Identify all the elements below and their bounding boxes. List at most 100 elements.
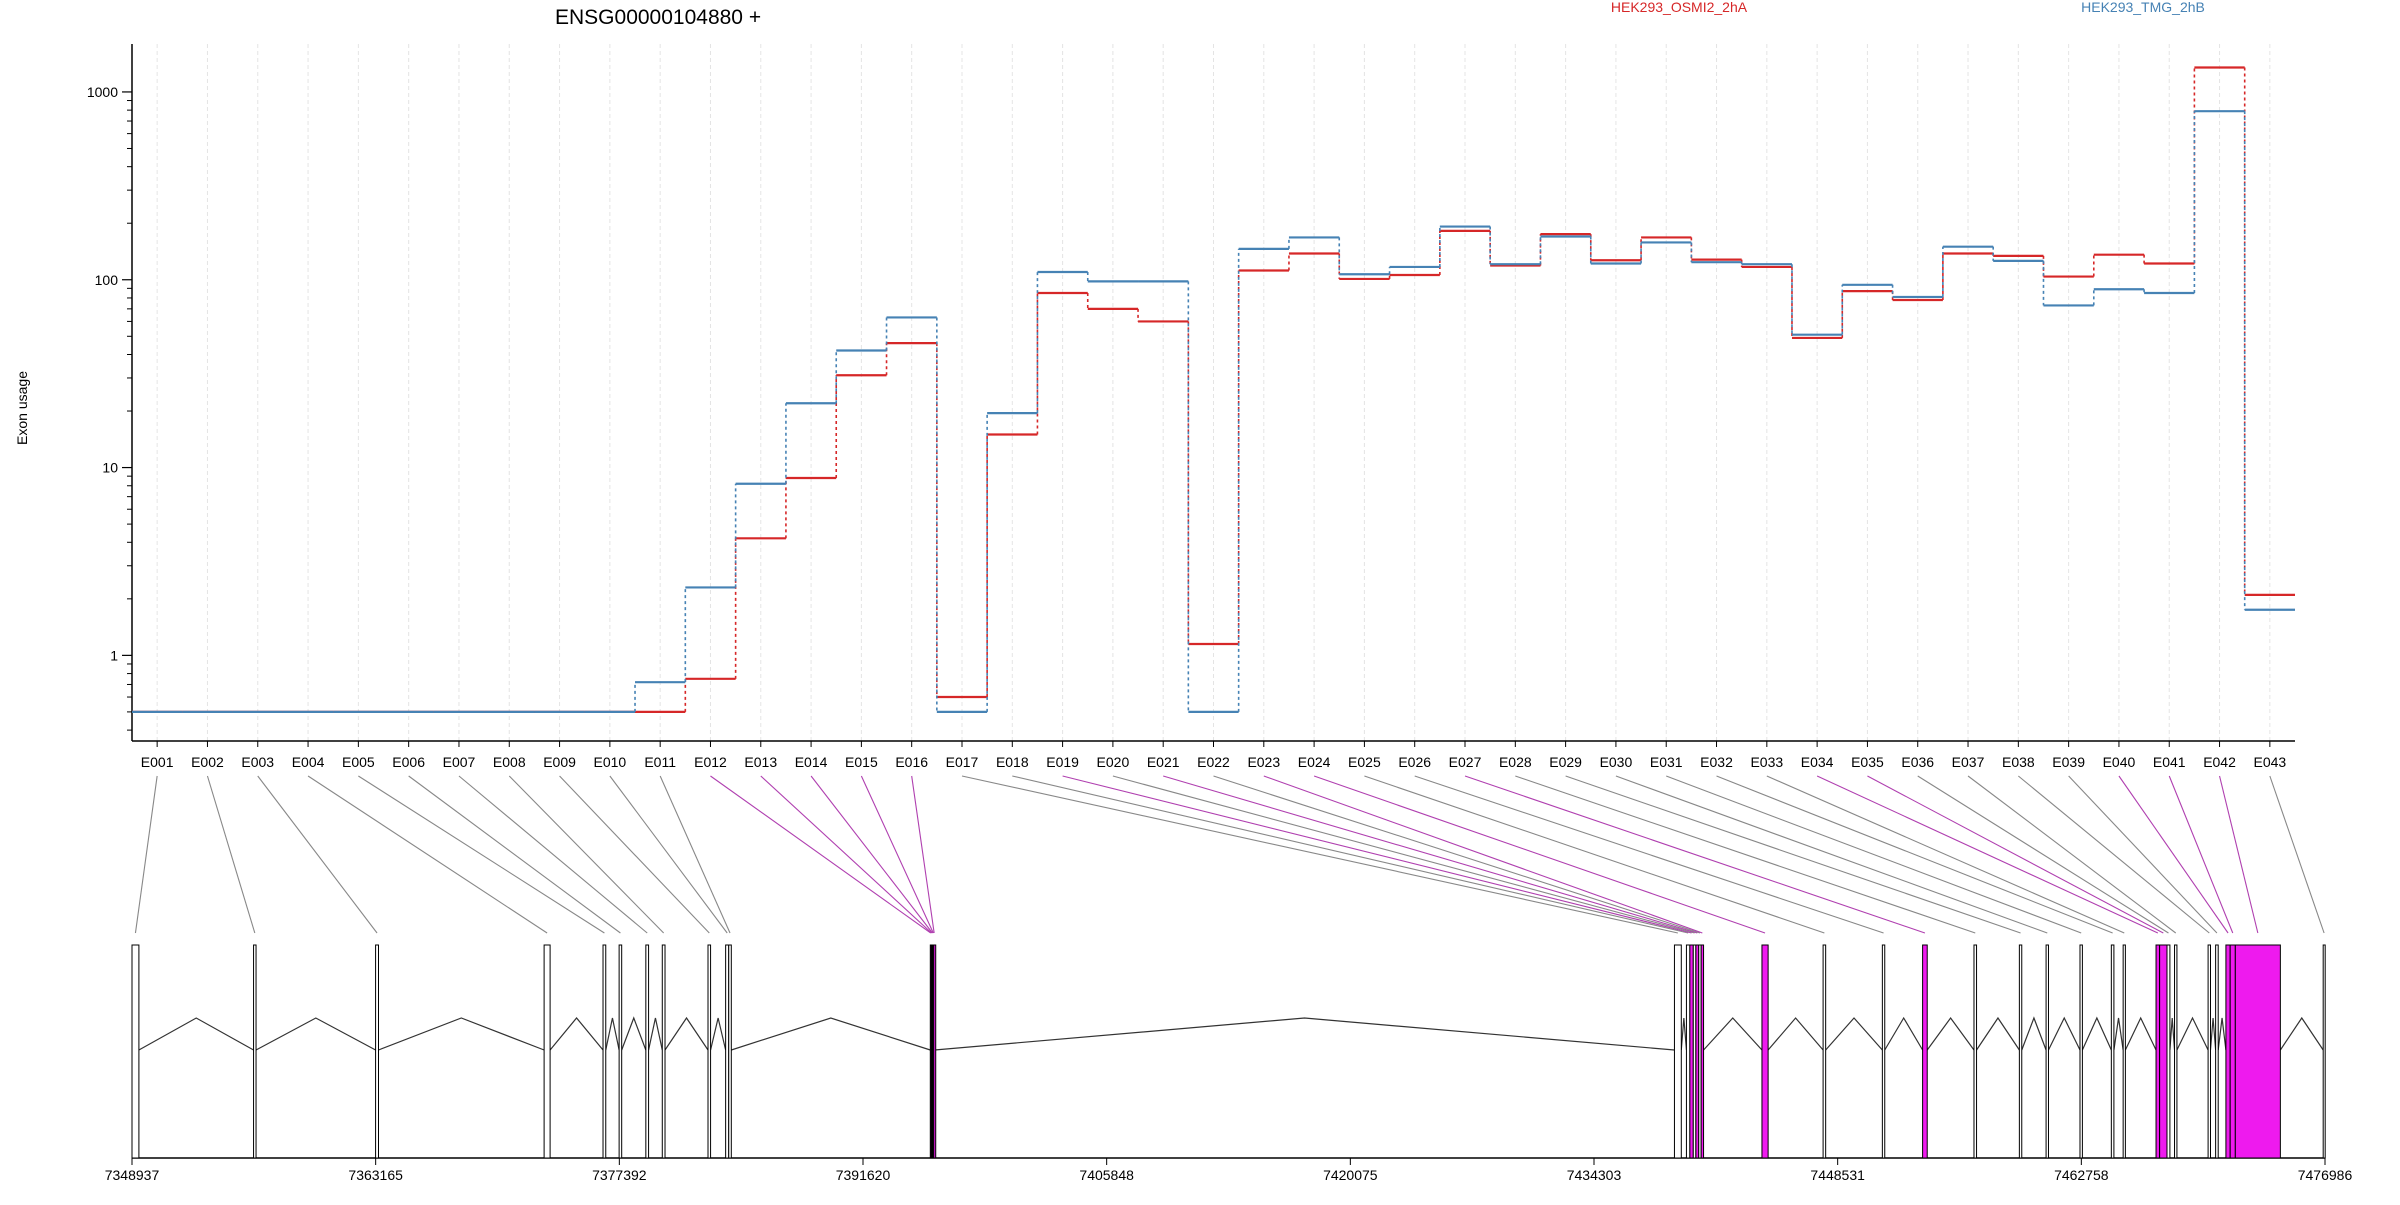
exon-connector-e001: [134, 775, 158, 934]
x-tick-label-e024: E024: [1298, 754, 1331, 770]
exon-connector-e010: [609, 775, 728, 934]
intron-line: [2124, 1016, 2157, 1051]
exon-box-e019: [1689, 944, 1694, 1159]
exon-box-e009: [707, 944, 712, 1159]
exon-connector-e018: [1012, 775, 1689, 934]
exon-box-e011: [728, 944, 732, 1159]
genome-tick-label: 7420075: [1323, 1167, 1378, 1183]
genome-tick-label: 7405848: [1079, 1167, 1134, 1183]
exon-connector-e023: [1263, 775, 1703, 934]
x-tick-label-e011: E011: [644, 754, 676, 770]
intron-line: [1825, 1017, 1883, 1051]
x-tick-label-e027: E027: [1449, 754, 1482, 770]
exon-box-e029: [2018, 944, 2023, 1159]
intron-line: [1884, 1016, 1924, 1051]
x-tick-label-e016: E016: [895, 754, 928, 770]
legend-tmg: HEK293_TMG_2hB: [2081, 0, 2205, 15]
intron-line: [378, 1017, 545, 1051]
y-tick-label-100: 100: [95, 272, 119, 288]
exon-box-e024: [1761, 944, 1769, 1159]
x-tick-label-e015: E015: [845, 754, 878, 770]
x-tick-label-e009: E009: [543, 754, 576, 770]
exon-connector-e003: [257, 775, 378, 934]
x-tick-label-e041: E041: [2153, 754, 2186, 770]
exon-box-e025: [1822, 944, 1827, 1159]
intron-line: [2113, 1017, 2124, 1051]
intron-line: [1767, 1017, 1824, 1051]
x-tick-label-e028: E028: [1499, 754, 1532, 770]
exon-connector-e030: [1615, 775, 2048, 934]
exon-box-e032: [2110, 944, 2115, 1159]
exon-box-e033: [2122, 944, 2126, 1159]
exon-connector-e033: [1766, 775, 2125, 934]
exon-box-e039: [2215, 944, 2219, 1159]
exon-connector-e027: [1464, 775, 1926, 934]
x-tick-label-e042: E042: [2203, 754, 2236, 770]
exon-connector-e012: [710, 775, 932, 934]
series-layer: [132, 66, 2295, 714]
exon-box-e005: [602, 944, 607, 1159]
exon-connector-e005: [358, 775, 605, 934]
exon-connector-e036: [1917, 775, 2169, 934]
exon-connector-e022: [1213, 775, 1701, 934]
exon-box-e001: [131, 944, 140, 1159]
y-tick-label-1: 1: [110, 647, 118, 663]
exon-connector-e002: [206, 775, 256, 934]
intron-line: [2279, 1016, 2324, 1051]
x-tick-label-e038: E038: [2002, 754, 2035, 770]
exon-box-e016: [933, 944, 937, 1159]
exon-connector-e015: [860, 775, 934, 934]
exon-box-e043: [2322, 944, 2326, 1159]
intron-line: [1926, 1016, 1975, 1051]
x-tick-label-e032: E032: [1700, 754, 1733, 770]
exon-box-e037: [2174, 944, 2178, 1159]
x-tick-label-e018: E018: [996, 754, 1029, 770]
intron-line: [1703, 1017, 1763, 1051]
exon-connector-e043: [2269, 775, 2325, 934]
x-tick-label-e003: E003: [241, 754, 274, 770]
exon-connector-e017: [961, 775, 1678, 934]
exon-box-e041: [2229, 944, 2236, 1159]
exon-connector-e013: [760, 775, 932, 934]
exon-box-e035: [2159, 944, 2168, 1159]
x-tick-label-e017: E017: [946, 754, 979, 770]
x-tick-label-e034: E034: [1801, 754, 1834, 770]
x-tick-label-e020: E020: [1097, 754, 1130, 770]
x-tick-label-e023: E023: [1247, 754, 1280, 770]
model-layer: [131, 775, 2326, 1159]
exon-connector-e041: [2168, 775, 2234, 934]
x-tick-label-e001: E001: [141, 754, 174, 770]
x-tick-label-e030: E030: [1600, 754, 1633, 770]
grid-layer: [156, 44, 2271, 741]
exon-box-e023: [1700, 944, 1705, 1159]
exon-box-e003: [375, 944, 379, 1159]
label-layer: ENSG00000104880 + HEK293_OSMI2_2hA HEK29…: [14, 0, 2205, 445]
x-tick-label-e037: E037: [1952, 754, 1985, 770]
x-tick-label-e019: E019: [1046, 754, 1079, 770]
exon-connector-e016: [911, 775, 935, 934]
exon-box-e008: [661, 944, 666, 1159]
exon-connector-e019: [1062, 775, 1692, 934]
intron-line: [621, 1016, 647, 1051]
intron-line: [2176, 1016, 2209, 1051]
genome-tick-label: 7434303: [1567, 1167, 1622, 1183]
exon-connector-e034: [1816, 775, 2159, 934]
exon-connector-e037: [1967, 775, 2177, 934]
chart-title: ENSG00000104880 +: [555, 6, 761, 29]
intron-line: [255, 1017, 376, 1051]
axis-layer: 1 10 100 1000 E001 E002 E003 E004 E005 E006 E007 E0…: [87, 44, 2352, 1183]
x-tick-label-e007: E007: [443, 754, 476, 770]
exon-connector-e035: [1867, 775, 2164, 934]
genome-tick-label: 7391620: [836, 1167, 891, 1183]
x-tick-label-e002: E002: [191, 754, 224, 770]
x-tick-label-e014: E014: [795, 754, 828, 770]
x-tick-label-e025: E025: [1348, 754, 1381, 770]
intron-line: [934, 1017, 1675, 1051]
exon-connector-e025: [1364, 775, 1825, 934]
exon-connector-e014: [810, 775, 933, 934]
exon-connector-e032: [1716, 775, 2113, 934]
intron-line: [2209, 1017, 2217, 1051]
exon-connector-e008: [508, 775, 665, 934]
exon-box-e042: [2234, 944, 2281, 1159]
